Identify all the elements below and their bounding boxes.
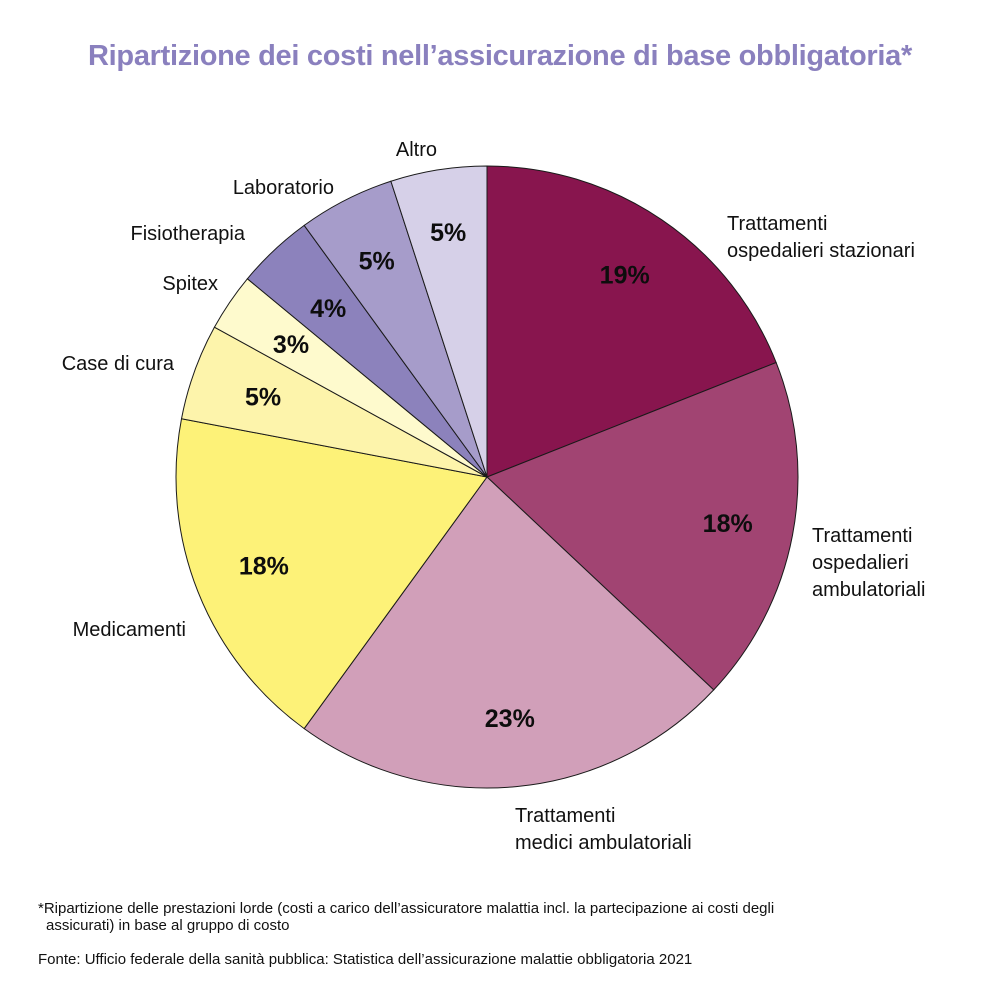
category-label-line: Trattamenti [515, 805, 615, 827]
pie-slice-altro [390, 165, 488, 478]
footnote-line-2: assicurati) in base al gruppo di costo [46, 917, 290, 934]
chart-title: Ripartizione dei costi nell’assicurazion… [88, 40, 912, 72]
pie-slice-trattamenti-medici-ambulatoriali [303, 476, 715, 789]
pie-slice-trattamenti-ospedalieri-ambulatoriali [486, 361, 799, 691]
category-label-line: medici ambulatoriali [515, 832, 692, 854]
category-label-line: Trattamenti [812, 525, 912, 547]
source-note: Fonte: Ufficio federale della sanità pub… [38, 951, 693, 968]
value-label-laboratorio: 5% [359, 248, 395, 276]
pie-category-labels: Trattamenti ospedalieri stazionariTrattam… [62, 139, 926, 854]
pie-slice-medicamenti [175, 418, 488, 730]
category-label-laboratorio: Laboratorio [233, 177, 334, 199]
value-label-case-di-cura: 5% [245, 383, 281, 411]
category-label-altro: Altro [396, 139, 437, 161]
value-label-trattamenti-ospedalieri-stazionari: 19% [600, 261, 650, 289]
category-label-line: ospedalieri [812, 552, 909, 574]
category-label-case-di-cura: Case di cura [62, 353, 175, 375]
pie-slice-trattamenti-ospedalieri-stazionari [486, 165, 777, 478]
category-label-line: Fisiotherapia [130, 223, 245, 245]
category-label-line: Trattamenti [727, 213, 827, 235]
category-label-line: ospedalieri stazionari [727, 240, 915, 262]
pie-slices [175, 165, 799, 789]
category-label-spitex: Spitex [162, 273, 218, 295]
category-label-medicamenti: Medicamenti [73, 619, 186, 641]
category-label-line: ambulatoriali [812, 579, 925, 601]
category-label-line: Medicamenti [73, 619, 186, 641]
value-label-altro: 5% [430, 219, 466, 247]
category-label-trattamenti-ospedalieri-stazionari: Trattamenti ospedalieri stazionari [727, 213, 915, 262]
category-label-line: Case di cura [62, 353, 175, 375]
category-label-line: Laboratorio [233, 177, 334, 199]
category-label-trattamenti-medici-ambulatoriali: Trattamenti medici ambulatoriali [515, 805, 692, 854]
value-label-spitex: 3% [273, 331, 309, 359]
pie-value-labels: 19% 18% 23% 18% 5% 3%4% 5% 5% [239, 219, 753, 733]
category-label-line: Spitex [162, 273, 218, 295]
footnote-line-1: *Ripartizione delle prestazioni lorde (c… [38, 900, 775, 917]
category-label-trattamenti-ospedalieri-ambulatoriali: Trattamenti ospedalieri ambulatoriali [812, 525, 925, 601]
category-label-fisiotherapia: Fisiotherapia [130, 223, 245, 245]
category-label-line: Altro [396, 139, 437, 161]
value-label-trattamenti-ospedalieri-ambulatoriali: 18% [703, 510, 753, 538]
value-label-medicamenti: 18% [239, 552, 289, 580]
footnote: *Ripartizione delle prestazioni lorde (c… [38, 900, 938, 934]
value-label-fisiotherapia: 4% [310, 295, 346, 323]
value-label-trattamenti-medici-ambulatoriali: 23% [485, 705, 535, 733]
